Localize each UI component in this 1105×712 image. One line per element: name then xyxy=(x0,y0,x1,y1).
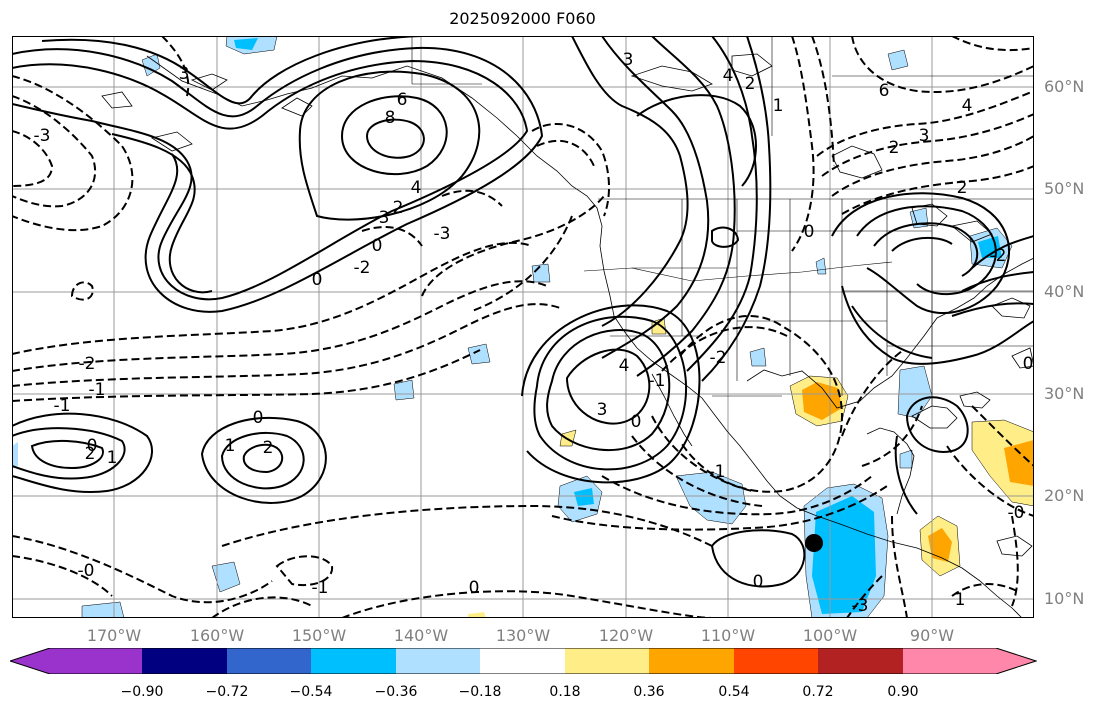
map-title: 2025092000 F060 xyxy=(449,9,596,28)
graticule xyxy=(12,36,1034,618)
lat-label: 60°N xyxy=(1044,77,1085,96)
colorbar-segment xyxy=(734,648,818,674)
lon-label: 160°W xyxy=(189,626,245,645)
lon-label: 150°W xyxy=(291,626,347,645)
colorbar xyxy=(10,648,1037,674)
colorbar-segment xyxy=(396,648,480,674)
contour-label: 0 xyxy=(253,408,264,428)
location-marker xyxy=(805,534,823,552)
lon-label: 170°W xyxy=(86,626,142,645)
contour-label: -3 xyxy=(852,596,869,616)
contour-label: 1 xyxy=(955,590,966,610)
colorbar-segment xyxy=(480,648,565,674)
colorbar-tick: −0.54 xyxy=(289,684,333,700)
colorbar-tick: 0.36 xyxy=(633,684,665,700)
map-panel: 3 6 8 4 3 2 0 -2 -3 3 4 2 1 0 -2 6 4 3 2… xyxy=(12,36,1034,618)
contour-label: 3 xyxy=(623,50,634,70)
colorbar-tick: −0.36 xyxy=(374,684,418,700)
contour-label: -2 xyxy=(79,354,96,374)
contour-label: 1 xyxy=(225,436,236,456)
lon-label: 120°W xyxy=(598,626,654,645)
contour-label: 0 xyxy=(753,572,764,592)
lon-label: 110°W xyxy=(700,626,756,645)
lon-label: 130°W xyxy=(495,626,551,645)
contour-label: -2 xyxy=(354,258,371,278)
colorbar-tick: 0.90 xyxy=(887,684,919,700)
contour-label: -1 xyxy=(89,380,106,400)
contour-label: 2 xyxy=(957,178,968,198)
colorbar-tick: −0.90 xyxy=(120,684,164,700)
contour-label: 0 xyxy=(87,436,98,456)
contour-label: 2 xyxy=(745,74,756,94)
positive-contours xyxy=(12,36,1034,588)
contour-label: 6 xyxy=(397,90,408,110)
colorbar-segment xyxy=(10,648,142,674)
contour-label: 8 xyxy=(385,108,396,128)
colorbar-tick: −0.18 xyxy=(458,684,502,700)
contour-label: 0 xyxy=(372,236,383,256)
contour-label: 3 xyxy=(597,400,608,420)
contour-label: 1 xyxy=(773,96,784,116)
contour-label: -3 xyxy=(434,224,451,244)
contour-label: 0 xyxy=(469,578,480,598)
colorbar-segment xyxy=(311,648,396,674)
contour-label: 4 xyxy=(962,96,973,116)
contour-label: 2 xyxy=(889,138,900,158)
contour-label: 4 xyxy=(723,66,734,86)
contour-label: -1 xyxy=(649,371,666,391)
colorbar-segment xyxy=(818,648,903,674)
contour-label: -1 xyxy=(54,396,71,416)
contour-label: 0 xyxy=(1023,354,1034,374)
colorbar-segment xyxy=(142,648,227,674)
colorbar-segment xyxy=(565,648,649,674)
contour-label: -2 xyxy=(990,246,1007,266)
colorbar-segment xyxy=(227,648,311,674)
lat-label: 20°N xyxy=(1044,486,1085,505)
contour-label: 6 xyxy=(879,81,890,101)
colorbar-tick: 0.54 xyxy=(718,684,750,700)
colorbar-tick: 0.18 xyxy=(549,684,581,700)
colorbar-segment xyxy=(903,648,1036,674)
contour-label: -0 xyxy=(1008,503,1025,523)
colorbar-segment xyxy=(649,648,734,674)
contour-label: 0 xyxy=(631,412,642,432)
contour-label: 3 xyxy=(379,208,390,228)
lat-label: 40°N xyxy=(1044,282,1085,301)
lon-label: 90°W xyxy=(909,626,955,645)
contour-labels: 3 6 8 4 3 2 0 -2 -3 3 4 2 1 0 -2 6 4 3 2… xyxy=(34,50,1034,616)
lon-label: 100°W xyxy=(802,626,858,645)
contour-label: 2 xyxy=(393,198,404,218)
lat-label: 10°N xyxy=(1044,589,1085,608)
contour-label: 0 xyxy=(804,222,815,242)
contour-label: 0 xyxy=(312,270,323,290)
lat-label: 50°N xyxy=(1044,179,1085,198)
lat-label: 30°N xyxy=(1044,384,1085,403)
contour-label: 3 xyxy=(179,64,190,84)
negative-contours xyxy=(12,36,1034,618)
contour-label: -1 xyxy=(709,462,726,482)
contour-label: 3 xyxy=(919,126,930,146)
shading-layer xyxy=(12,36,1034,618)
contour-label: 4 xyxy=(411,178,422,198)
contour-label: -2 xyxy=(710,348,727,368)
colorbar-tick: −0.72 xyxy=(205,684,249,700)
contour-label: 1 xyxy=(107,448,118,468)
contour-label: -0 xyxy=(78,561,95,581)
lon-label: 140°W xyxy=(393,626,449,645)
contour-label: 2 xyxy=(263,438,274,458)
contour-label: 2 xyxy=(85,444,96,464)
contour-label: -3 xyxy=(34,126,51,146)
contour-label: 4 xyxy=(619,356,630,376)
colorbar-tick: 0.72 xyxy=(802,684,834,700)
contour-label: -1 xyxy=(312,578,329,598)
